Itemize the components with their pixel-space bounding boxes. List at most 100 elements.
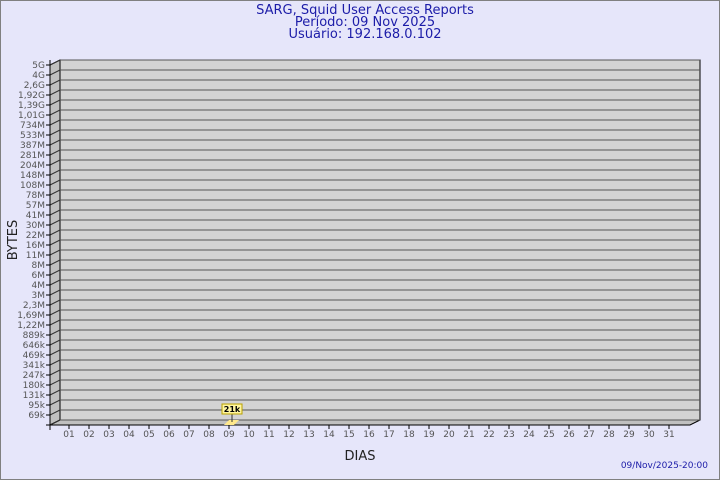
y-tick-label: 30M — [26, 221, 45, 231]
x-tick-label: 17 — [383, 430, 394, 440]
data-label-box — [221, 403, 243, 415]
x-tick-label: 07 — [183, 430, 194, 440]
gridline-wall — [49, 189, 61, 196]
gridline-wall — [49, 419, 61, 426]
y-tick-label: 57M — [26, 201, 45, 211]
y-tick-label: 95k — [28, 401, 45, 411]
y-tick-label: 5G — [32, 61, 45, 71]
x-tick-label: 16 — [363, 430, 375, 440]
y-tick-label: 4M — [32, 281, 46, 291]
footer-timestamp: 09/Nov/2025-20:00 — [620, 461, 708, 471]
y-tick-label: 387M — [20, 141, 45, 151]
gridline-wall — [49, 229, 61, 236]
y-tick-label: 2,6G — [24, 81, 45, 91]
x-tick-label: 13 — [303, 430, 314, 440]
bar — [224, 420, 239, 425]
gridline-wall — [49, 299, 61, 306]
gridline-wall — [49, 199, 61, 206]
gridline-wall — [49, 59, 61, 66]
gridline-wall — [49, 169, 61, 176]
x-tick-label: 23 — [503, 430, 514, 440]
y-tick-label: 2,3M — [23, 301, 45, 311]
x-tick-label: 27 — [583, 430, 594, 440]
gridline-wall — [49, 359, 61, 366]
y-tick-label: 1,69M — [17, 311, 45, 321]
x-tick-label: 12 — [283, 430, 294, 440]
y-tick-label: 8M — [32, 261, 46, 271]
y-tick-label: 16M — [26, 241, 45, 251]
x-tick-label: 31 — [663, 430, 674, 440]
x-tick-label: 10 — [243, 430, 255, 440]
plot-floor — [49, 419, 701, 426]
gridline-wall — [49, 279, 61, 286]
gridline-wall — [49, 209, 61, 216]
gridline-wall — [49, 179, 61, 186]
x-tick-label: 26 — [563, 430, 575, 440]
y-tick-label: 734M — [20, 121, 45, 131]
gridline-wall — [49, 349, 61, 356]
y-tick-label: 11M — [26, 251, 45, 261]
gridline-wall — [49, 149, 61, 156]
x-tick-label: 15 — [343, 430, 354, 440]
x-tick-label: 24 — [523, 430, 535, 440]
y-tick-label: 1,01G — [18, 111, 45, 121]
x-tick-label: 30 — [643, 430, 655, 440]
x-axis-label: DIAS — [345, 449, 376, 464]
y-tick-label: 247k — [23, 371, 46, 381]
chart-user: Usuário: 192.168.0.102 — [288, 27, 442, 42]
gridline-wall — [49, 219, 61, 226]
y-tick-label: 646k — [23, 341, 46, 351]
gridline-wall — [49, 339, 61, 346]
y-tick-label: 4G — [32, 71, 45, 81]
x-tick-label: 05 — [143, 430, 154, 440]
x-tick-label: 11 — [263, 430, 274, 440]
x-tick-label: 14 — [323, 430, 335, 440]
gridline-wall — [49, 399, 61, 406]
y-tick-label: 533M — [20, 131, 45, 141]
y-tick-label: 180k — [23, 381, 46, 391]
gridline-wall — [49, 329, 61, 336]
y-tick-label: 3M — [32, 291, 46, 301]
gridline-wall — [49, 129, 61, 136]
y-tick-label: 148M — [20, 171, 45, 181]
x-tick-label: 09 — [223, 430, 235, 440]
y-tick-label: 889k — [23, 331, 46, 341]
x-tick-label: 29 — [623, 430, 635, 440]
gridline-wall — [49, 79, 61, 86]
y-tick-label: 469k — [23, 351, 46, 361]
gridline-wall — [49, 409, 61, 416]
x-tick-label: 08 — [203, 430, 215, 440]
y-tick-label: 22M — [26, 231, 45, 241]
x-tick-label: 18 — [403, 430, 415, 440]
gridline-wall — [49, 259, 61, 266]
y-tick-label: 78M — [26, 191, 45, 201]
y-tick-label: 41M — [26, 211, 45, 221]
y-tick-label: 69k — [28, 411, 45, 421]
x-tick-label: 01 — [63, 430, 74, 440]
x-tick-label: 20 — [443, 430, 455, 440]
y-tick-label: 204M — [20, 161, 45, 171]
gridline-wall — [49, 69, 61, 76]
gridline-wall — [49, 119, 61, 126]
x-tick-label: 03 — [103, 430, 114, 440]
y-tick-label: 131k — [23, 391, 46, 401]
gridline-wall — [49, 139, 61, 146]
y-tick-label: 281M — [20, 151, 45, 161]
y-axis-label: BYTES — [6, 220, 21, 261]
gridline-wall — [49, 89, 61, 96]
chart-title: SARG, Squid User Access Reports — [256, 3, 474, 18]
chart-period: Período: 09 Nov 2025 — [294, 15, 436, 30]
x-tick-label: 21 — [463, 430, 474, 440]
gridline-wall — [49, 309, 61, 316]
y-tick-label: 1,92G — [18, 91, 45, 101]
y-tick-label: 341k — [23, 361, 46, 371]
y-tick-label: 1,22M — [17, 321, 45, 331]
y-tick-label: 108M — [20, 181, 45, 191]
gridline-wall — [49, 99, 61, 106]
x-tick-label: 28 — [603, 430, 615, 440]
x-tick-label: 06 — [163, 430, 175, 440]
gridline-wall — [49, 269, 61, 276]
data-label: 21k — [224, 405, 241, 414]
gridline-wall — [49, 239, 61, 246]
